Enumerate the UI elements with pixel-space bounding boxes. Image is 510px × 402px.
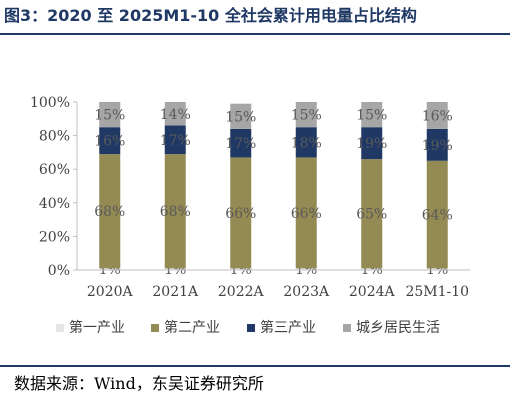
data-label: 66%	[291, 206, 322, 222]
bar-group: 1%68%17%14%	[160, 102, 191, 278]
data-label: 68%	[160, 204, 191, 220]
data-label: 15%	[225, 109, 256, 125]
bar-segment	[426, 268, 448, 270]
legend-swatch	[247, 324, 255, 332]
data-label: 16%	[94, 134, 125, 150]
y-tick-label: 20%	[39, 229, 70, 245]
data-label: 68%	[94, 204, 125, 220]
legend-swatch	[151, 324, 159, 332]
bar-segment	[230, 103, 252, 129]
bar-segment	[295, 268, 317, 270]
bar-segment	[426, 102, 448, 129]
bar-segment	[361, 268, 383, 270]
legend-swatch	[56, 324, 64, 332]
legend-label: 城乡居民生活	[356, 320, 440, 336]
bar-group: 1%64%19%16%	[422, 102, 453, 278]
bar-segment	[164, 154, 186, 269]
y-tick-label: 0%	[48, 263, 70, 279]
bar-segment	[164, 268, 186, 270]
bar-segment	[164, 125, 186, 155]
bar-segment	[230, 157, 252, 269]
bar-segment	[361, 102, 383, 128]
x-axis: 2020A 2021A 2022A 2023A 2024A 25M1-10	[77, 269, 470, 300]
bar-group: 1%66%18%15%	[291, 102, 322, 278]
data-label: 66%	[225, 206, 256, 222]
bar-group: 1%65%19%15%	[356, 102, 387, 278]
legend: 第一产业 第二产业 第三产业 城乡居民生活	[56, 319, 440, 336]
bar-segment	[295, 127, 317, 158]
figure-title: 图3：2020 至 2025M1-10 全社会累计用电量占比结构	[4, 6, 417, 25]
bar-segment	[99, 127, 121, 155]
data-label: 19%	[422, 138, 453, 154]
x-tick-label: 2024A	[349, 284, 396, 300]
bar-segment	[99, 154, 121, 269]
legend-item: 城乡居民生活	[343, 320, 440, 336]
x-tick-label: 2021A	[152, 284, 199, 300]
data-label: 65%	[356, 207, 387, 223]
data-label: 14%	[160, 107, 191, 123]
y-axis: 0% 20% 40% 60% 80% 100%	[30, 95, 78, 279]
x-tick-label: 2022A	[218, 284, 265, 300]
x-tick-label: 2020A	[87, 284, 134, 300]
data-label: 15%	[291, 108, 322, 124]
data-label: 15%	[94, 108, 125, 124]
legend-swatch	[343, 324, 351, 332]
bar-segment	[99, 102, 121, 128]
data-label: 18%	[291, 135, 322, 151]
data-label: 17%	[160, 133, 191, 149]
bar-segment	[295, 102, 317, 128]
source-note: 数据来源：Wind，东吴证券研究所	[14, 374, 264, 393]
x-tick-label: 25M1-10	[405, 284, 469, 300]
data-label: 64%	[422, 208, 453, 224]
x-tick-label: 2023A	[283, 284, 330, 300]
data-label: 17%	[225, 136, 256, 152]
bar-segment	[426, 160, 448, 269]
bar-groups: 1%68%16%15%1%68%17%14%1%66%17%15%1%66%18…	[94, 102, 453, 278]
bar-segment	[361, 127, 383, 160]
legend-item: 第二产业	[151, 319, 220, 336]
y-tick-label: 100%	[30, 95, 70, 111]
legend-item: 第三产业	[247, 319, 316, 336]
legend-label: 第二产业	[164, 319, 220, 336]
y-tick-label: 60%	[39, 162, 70, 178]
y-tick-label: 80%	[39, 129, 70, 145]
legend-label: 第一产业	[69, 319, 125, 336]
bar-group: 1%66%17%15%	[225, 103, 256, 278]
bar-segment	[230, 128, 252, 158]
title-rule	[0, 33, 510, 35]
bar-segment	[361, 159, 383, 269]
bar-segment	[164, 102, 186, 126]
stacked-bar-chart: 0%20%40%60%80%100% 1%68%16%15%1%68%17%14…	[30, 95, 470, 336]
bar-segment	[426, 128, 448, 161]
legend-label: 第三产业	[260, 319, 316, 336]
data-label: 15%	[356, 108, 387, 124]
y-tick-label: 40%	[39, 196, 70, 212]
legend-item: 第一产业	[56, 319, 125, 336]
data-label: 19%	[356, 136, 387, 152]
bar-segment	[99, 268, 121, 270]
data-label: 16%	[422, 108, 453, 124]
bar-segment	[295, 157, 317, 269]
bar-group: 1%68%16%15%	[94, 102, 125, 278]
bar-segment	[230, 268, 252, 270]
source-rule	[0, 365, 510, 367]
